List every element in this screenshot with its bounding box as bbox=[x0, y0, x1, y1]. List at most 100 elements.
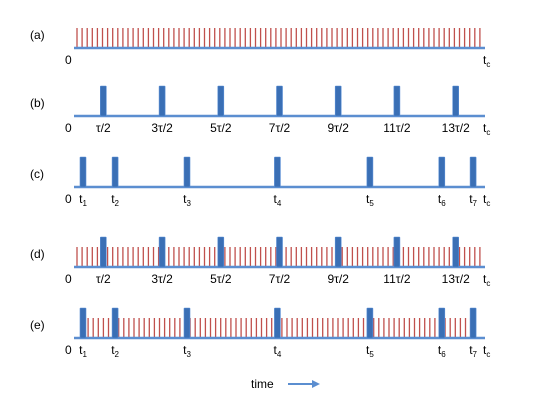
tick-label: t1 bbox=[79, 192, 87, 208]
tick-label: 0 bbox=[65, 121, 72, 135]
tick-text: 0 bbox=[65, 53, 72, 67]
tick-subscript: c bbox=[486, 279, 490, 288]
tick-text: 0 bbox=[65, 192, 72, 206]
pi-pulse bbox=[217, 236, 225, 268]
pi-pulse bbox=[334, 85, 342, 117]
tick-subscript: 1 bbox=[82, 350, 87, 359]
tick-subscript: 6 bbox=[441, 350, 446, 359]
tick-text: 0 bbox=[65, 343, 72, 357]
pi-pulse bbox=[79, 307, 87, 339]
time-axis-caption: time bbox=[251, 377, 320, 391]
time-label: time bbox=[251, 377, 274, 391]
pi-pulse bbox=[100, 236, 107, 268]
pi-pulse bbox=[438, 156, 446, 188]
tick-label: t3 bbox=[183, 192, 191, 208]
tick-text: t bbox=[438, 192, 442, 206]
tick-text: 7τ/2 bbox=[269, 272, 291, 286]
continuous-drive-lines bbox=[76, 28, 481, 48]
pi-pulse bbox=[469, 156, 477, 188]
tick-label: tc bbox=[483, 192, 490, 208]
tick-text: 9τ/2 bbox=[327, 121, 349, 135]
tick-label: 5τ/2 bbox=[210, 272, 232, 286]
tick-subscript: c bbox=[486, 128, 490, 137]
tick-subscript: 5 bbox=[369, 199, 374, 208]
pi-pulse bbox=[366, 156, 374, 188]
tick-subscript: 4 bbox=[277, 199, 282, 208]
tick-label: t1 bbox=[79, 343, 87, 359]
tick-subscript: 3 bbox=[186, 350, 191, 359]
tick-label: 3τ/2 bbox=[151, 272, 173, 286]
rows-layer: (a)0 tc(b)0 τ/2 3τ/2 5τ/2 7τ/2 9τ/2 11τ/2 13τ/2 t… bbox=[30, 28, 490, 359]
tick-label: 5τ/2 bbox=[210, 121, 232, 135]
tick-text: t bbox=[483, 272, 487, 286]
pi-pulse bbox=[183, 307, 191, 339]
tick-label: tc bbox=[483, 272, 490, 288]
tick-label: t4 bbox=[274, 343, 282, 359]
tick-text: 11τ/2 bbox=[383, 121, 411, 135]
tick-label: 0 bbox=[65, 53, 72, 67]
tick-label: t5 bbox=[366, 192, 374, 208]
tick-text: t bbox=[483, 121, 487, 135]
tick-label: 7τ/2 bbox=[269, 272, 291, 286]
tick-label: 11τ/2 bbox=[383, 272, 411, 286]
pi-pulse bbox=[469, 307, 477, 339]
tick-label: 9τ/2 bbox=[327, 272, 349, 286]
tick-label: tc bbox=[483, 121, 490, 137]
pi-pulse bbox=[183, 156, 191, 188]
tick-text: t bbox=[79, 192, 83, 206]
row-d: (d) 0 τ/2 3τ/2 5τ/2 7τ/2 9τ/2 11τ/2 13τ/2 tc bbox=[30, 236, 490, 288]
pi-pulse bbox=[276, 85, 283, 117]
pi-pulse bbox=[452, 236, 460, 268]
tick-subscript: 5 bbox=[369, 350, 374, 359]
tick-subscript: c bbox=[486, 60, 490, 69]
tick-label: 7τ/2 bbox=[269, 121, 291, 135]
tick-text: t bbox=[438, 343, 442, 357]
tick-text: t bbox=[483, 343, 487, 357]
tick-subscript: c bbox=[486, 350, 490, 359]
tick-text: t bbox=[483, 53, 487, 67]
tick-text: t bbox=[111, 343, 115, 357]
row-label: (a) bbox=[30, 28, 45, 42]
tick-subscript: 7 bbox=[473, 199, 478, 208]
tick-text: 11τ/2 bbox=[383, 272, 411, 286]
pi-pulse bbox=[438, 307, 446, 339]
pi-pulse bbox=[217, 85, 225, 117]
tick-subscript: c bbox=[486, 199, 490, 208]
pi-pulse bbox=[366, 307, 374, 339]
row-b: (b) 0 τ/2 3τ/2 5τ/2 7τ/2 9τ/2 11τ/2 13τ/2 tc bbox=[30, 85, 490, 137]
pi-pulse bbox=[274, 307, 281, 339]
tick-label: 13τ/2 bbox=[442, 272, 470, 286]
tick-label: t2 bbox=[111, 192, 119, 208]
tick-text: t bbox=[366, 192, 370, 206]
row-c: (c)0 t1 t2 t3 t4 t5 t6 t7 tc bbox=[30, 156, 490, 208]
row-e: (e)0 t1 t2 t3 t4 t5 t6 t7 tc bbox=[30, 307, 490, 359]
row-label: (b) bbox=[30, 96, 45, 110]
tick-text: t bbox=[366, 343, 370, 357]
tick-text: 0 bbox=[65, 272, 72, 286]
tick-label: 11τ/2 bbox=[383, 121, 411, 135]
row-label: (d) bbox=[30, 247, 45, 261]
time-arrow-head bbox=[312, 380, 320, 388]
tick-text: t bbox=[274, 343, 278, 357]
tick-text: 3τ/2 bbox=[151, 121, 173, 135]
tick-label: t2 bbox=[111, 343, 119, 359]
row-a: (a) 0 tc bbox=[30, 28, 490, 69]
pi-pulse bbox=[276, 236, 283, 268]
tick-text: t bbox=[274, 192, 278, 206]
tick-label: τ/2 bbox=[96, 272, 111, 286]
tick-label: τ/2 bbox=[96, 121, 111, 135]
tick-text: 5τ/2 bbox=[210, 121, 232, 135]
row-label: (e) bbox=[30, 318, 45, 332]
tick-text: t bbox=[483, 192, 487, 206]
tick-text: 3τ/2 bbox=[151, 272, 173, 286]
tick-label: t7 bbox=[469, 192, 477, 208]
tick-text: 13τ/2 bbox=[442, 121, 470, 135]
tick-text: t bbox=[111, 192, 115, 206]
tick-label: 0 bbox=[65, 272, 72, 286]
tick-label: t6 bbox=[438, 343, 446, 359]
pi-pulse bbox=[393, 236, 401, 268]
tick-text: τ/2 bbox=[96, 272, 111, 286]
tick-text: 13τ/2 bbox=[442, 272, 470, 286]
pi-pulse bbox=[158, 85, 166, 117]
